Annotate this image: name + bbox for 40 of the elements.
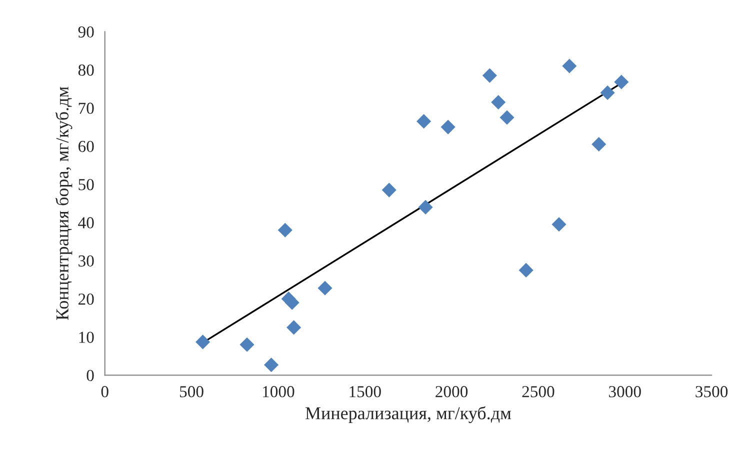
y-tick-label: 80 — [78, 64, 94, 76]
point — [382, 182, 396, 198]
x-tick-label: 1500 — [350, 386, 381, 398]
x-tick-label: 500 — [180, 386, 204, 398]
x-tick-label: 2000 — [436, 386, 468, 398]
point — [264, 358, 279, 372]
y-tick-label: 20 — [78, 294, 94, 305]
point — [196, 334, 210, 350]
point — [278, 222, 292, 238]
y-tick-label: 40 — [78, 217, 94, 228]
y-axis-title: Концентрация бора, мг/куб.дм — [55, 86, 72, 320]
point — [491, 94, 506, 110]
x-tick-label: 2500 — [522, 386, 554, 398]
y-tick-label: 50 — [78, 179, 94, 190]
y-tick-label: 90 — [78, 26, 94, 38]
point — [518, 262, 534, 278]
point — [600, 85, 615, 100]
y-tick-label: 0 — [86, 370, 94, 382]
point — [562, 58, 577, 74]
point — [416, 114, 432, 129]
point — [500, 110, 514, 125]
point — [592, 136, 606, 152]
point — [286, 320, 302, 335]
point — [552, 217, 566, 232]
x-tick-label: 3000 — [609, 386, 641, 398]
x-axis-title: Минерализация, мг/куб.дм — [305, 406, 512, 424]
x-tick-label: 3500 — [696, 386, 728, 398]
point — [284, 295, 300, 310]
y-tick-label: 10 — [79, 332, 94, 343]
y-tick-label: 60 — [78, 140, 94, 152]
y-tick-label: 70 — [78, 102, 94, 114]
y-tick-label: 30 — [78, 255, 94, 267]
x-tick-label: 1000 — [263, 386, 294, 398]
point — [318, 280, 332, 296]
point — [614, 74, 629, 90]
x-tick-label: 0 — [101, 386, 108, 398]
point — [440, 120, 456, 134]
point — [240, 337, 254, 352]
point — [482, 68, 497, 83]
point — [418, 200, 433, 214]
